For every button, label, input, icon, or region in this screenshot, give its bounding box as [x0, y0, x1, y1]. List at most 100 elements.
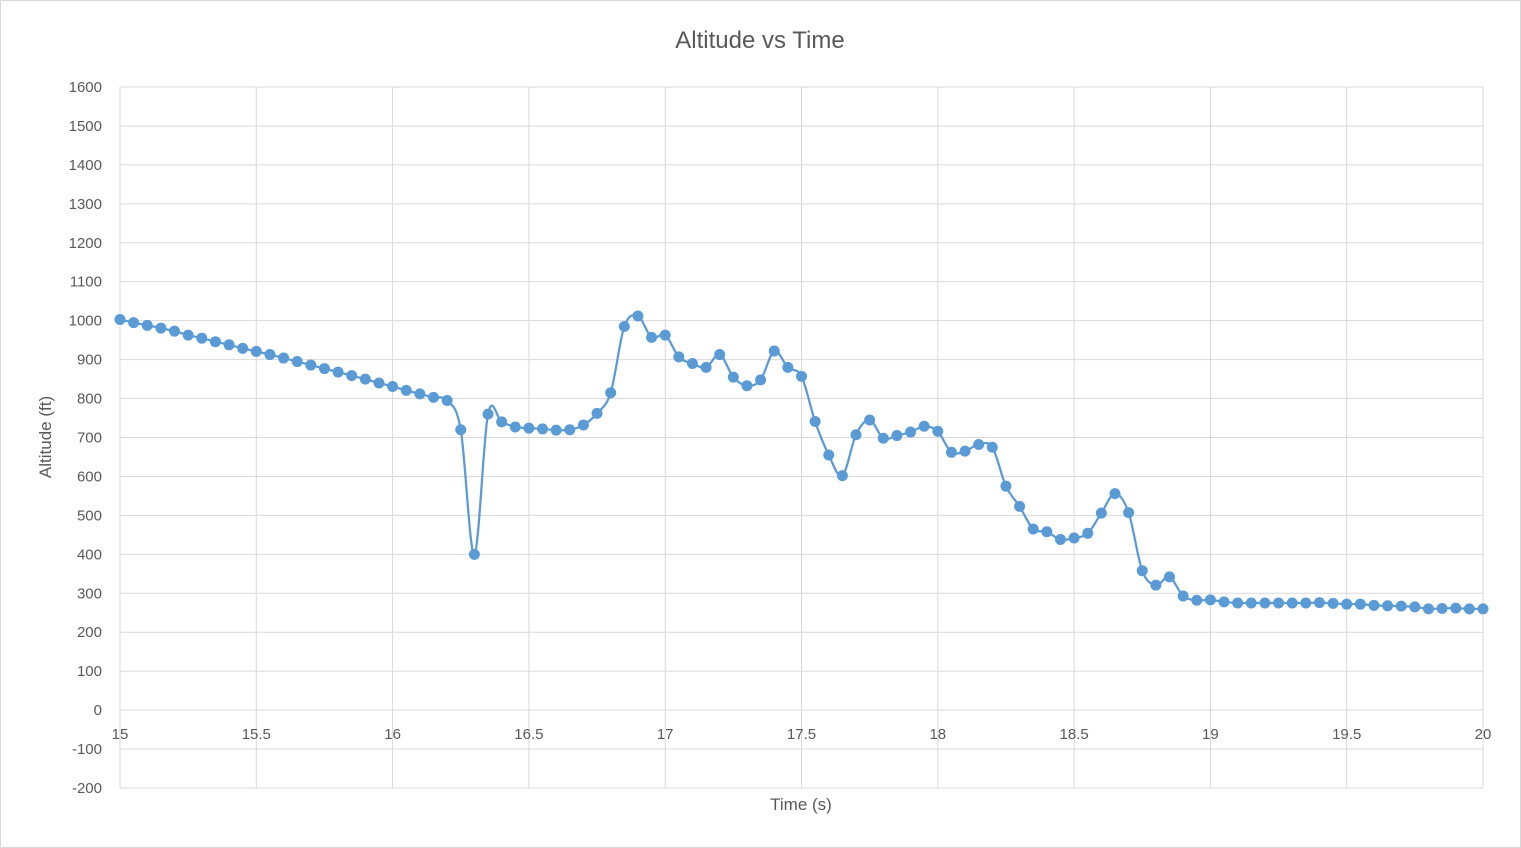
data-point [564, 424, 576, 436]
data-point [646, 331, 658, 343]
x-tick-labels: 15 15.5 16 16.5 17 17.5 18 18.5 19 19.5 20 [112, 726, 1492, 743]
data-point [945, 446, 957, 458]
data-point [332, 366, 344, 378]
data-point [1218, 596, 1230, 608]
y-tick-label: 1200 [69, 235, 102, 252]
data-point [114, 314, 126, 325]
data-point [482, 408, 494, 420]
data-point [1082, 527, 1094, 539]
x-tick-label: 16.5 [514, 726, 543, 743]
x-tick-label: 15.5 [242, 726, 271, 743]
x-tick-label: 19 [1202, 726, 1219, 743]
data-point [1354, 598, 1366, 610]
x-tick-label: 15 [112, 726, 129, 743]
y-tick-label: 100 [77, 663, 102, 680]
data-point [1409, 601, 1421, 613]
data-point [905, 426, 917, 438]
x-tick-label: 19.5 [1332, 726, 1361, 743]
data-point [1204, 594, 1216, 606]
data-point [673, 351, 685, 363]
data-point [1300, 597, 1312, 609]
data-point [278, 352, 290, 364]
data-point [727, 371, 739, 383]
data-point [1000, 480, 1012, 492]
data-point [155, 322, 167, 334]
data-point [1054, 534, 1066, 546]
x-tick-label: 18.5 [1059, 726, 1088, 743]
data-point [237, 342, 249, 354]
data-point [169, 325, 181, 337]
data-point [1245, 597, 1257, 609]
data-point [918, 420, 930, 432]
data-point [1136, 565, 1148, 577]
data-point [291, 356, 303, 368]
data-point [1109, 488, 1121, 500]
data-point [741, 380, 753, 392]
data-point [577, 419, 589, 431]
y-tick-label: 200 [77, 624, 102, 641]
data-point [1341, 598, 1353, 610]
y-tick-label: 700 [77, 430, 102, 447]
data-point [1150, 579, 1162, 591]
data-point [836, 470, 848, 482]
y-axis-title: Altitude (ft) [36, 396, 55, 478]
data-point [932, 425, 944, 437]
data-point [973, 439, 985, 451]
data-point [1477, 603, 1489, 615]
data-point [509, 421, 521, 433]
series-layer [114, 310, 1489, 615]
data-point [877, 432, 889, 444]
data-point [850, 429, 862, 441]
data-point [387, 380, 399, 392]
x-tick-label: 18 [929, 726, 946, 743]
x-tick-label: 16 [384, 726, 401, 743]
data-point [632, 310, 644, 322]
data-point [823, 449, 835, 461]
data-point [141, 319, 153, 331]
data-point [346, 370, 358, 382]
data-point [1177, 590, 1189, 602]
data-point [1014, 500, 1026, 512]
data-point [1123, 507, 1135, 519]
y-tick-label: 900 [77, 352, 102, 369]
data-point [1273, 597, 1285, 609]
y-tick-label: 1500 [69, 118, 102, 135]
y-tick-label: -200 [72, 780, 102, 797]
y-tick-label: 1300 [69, 196, 102, 213]
data-point [400, 384, 412, 396]
data-point [1164, 571, 1176, 583]
y-tick-label: 1400 [69, 157, 102, 174]
data-point [523, 422, 535, 434]
y-tick-label: 800 [77, 391, 102, 408]
data-point [809, 416, 821, 428]
data-point [1436, 602, 1448, 614]
x-tick-label: 17 [657, 726, 674, 743]
data-point [605, 387, 617, 399]
data-point [359, 373, 371, 385]
data-point [796, 370, 807, 382]
data-point [1422, 603, 1434, 615]
data-point [1259, 597, 1271, 609]
data-point [1286, 597, 1298, 609]
data-point [441, 395, 453, 406]
data-point [1191, 594, 1203, 606]
y-tick-label: 1000 [69, 313, 102, 330]
data-point [427, 391, 439, 403]
data-point [468, 548, 480, 560]
y-tick-label: 0 [94, 702, 102, 719]
y-tick-label: 300 [77, 585, 102, 602]
data-point [223, 339, 235, 351]
data-point [591, 407, 603, 419]
data-point [373, 377, 385, 389]
data-point [264, 349, 276, 361]
chart-title: Altitude vs Time [675, 27, 844, 54]
data-point [1327, 597, 1339, 609]
data-point [1463, 603, 1475, 615]
data-point [455, 424, 467, 436]
data-point [986, 441, 998, 453]
data-point [1232, 597, 1244, 609]
data-point [414, 388, 426, 400]
data-point [659, 329, 671, 341]
